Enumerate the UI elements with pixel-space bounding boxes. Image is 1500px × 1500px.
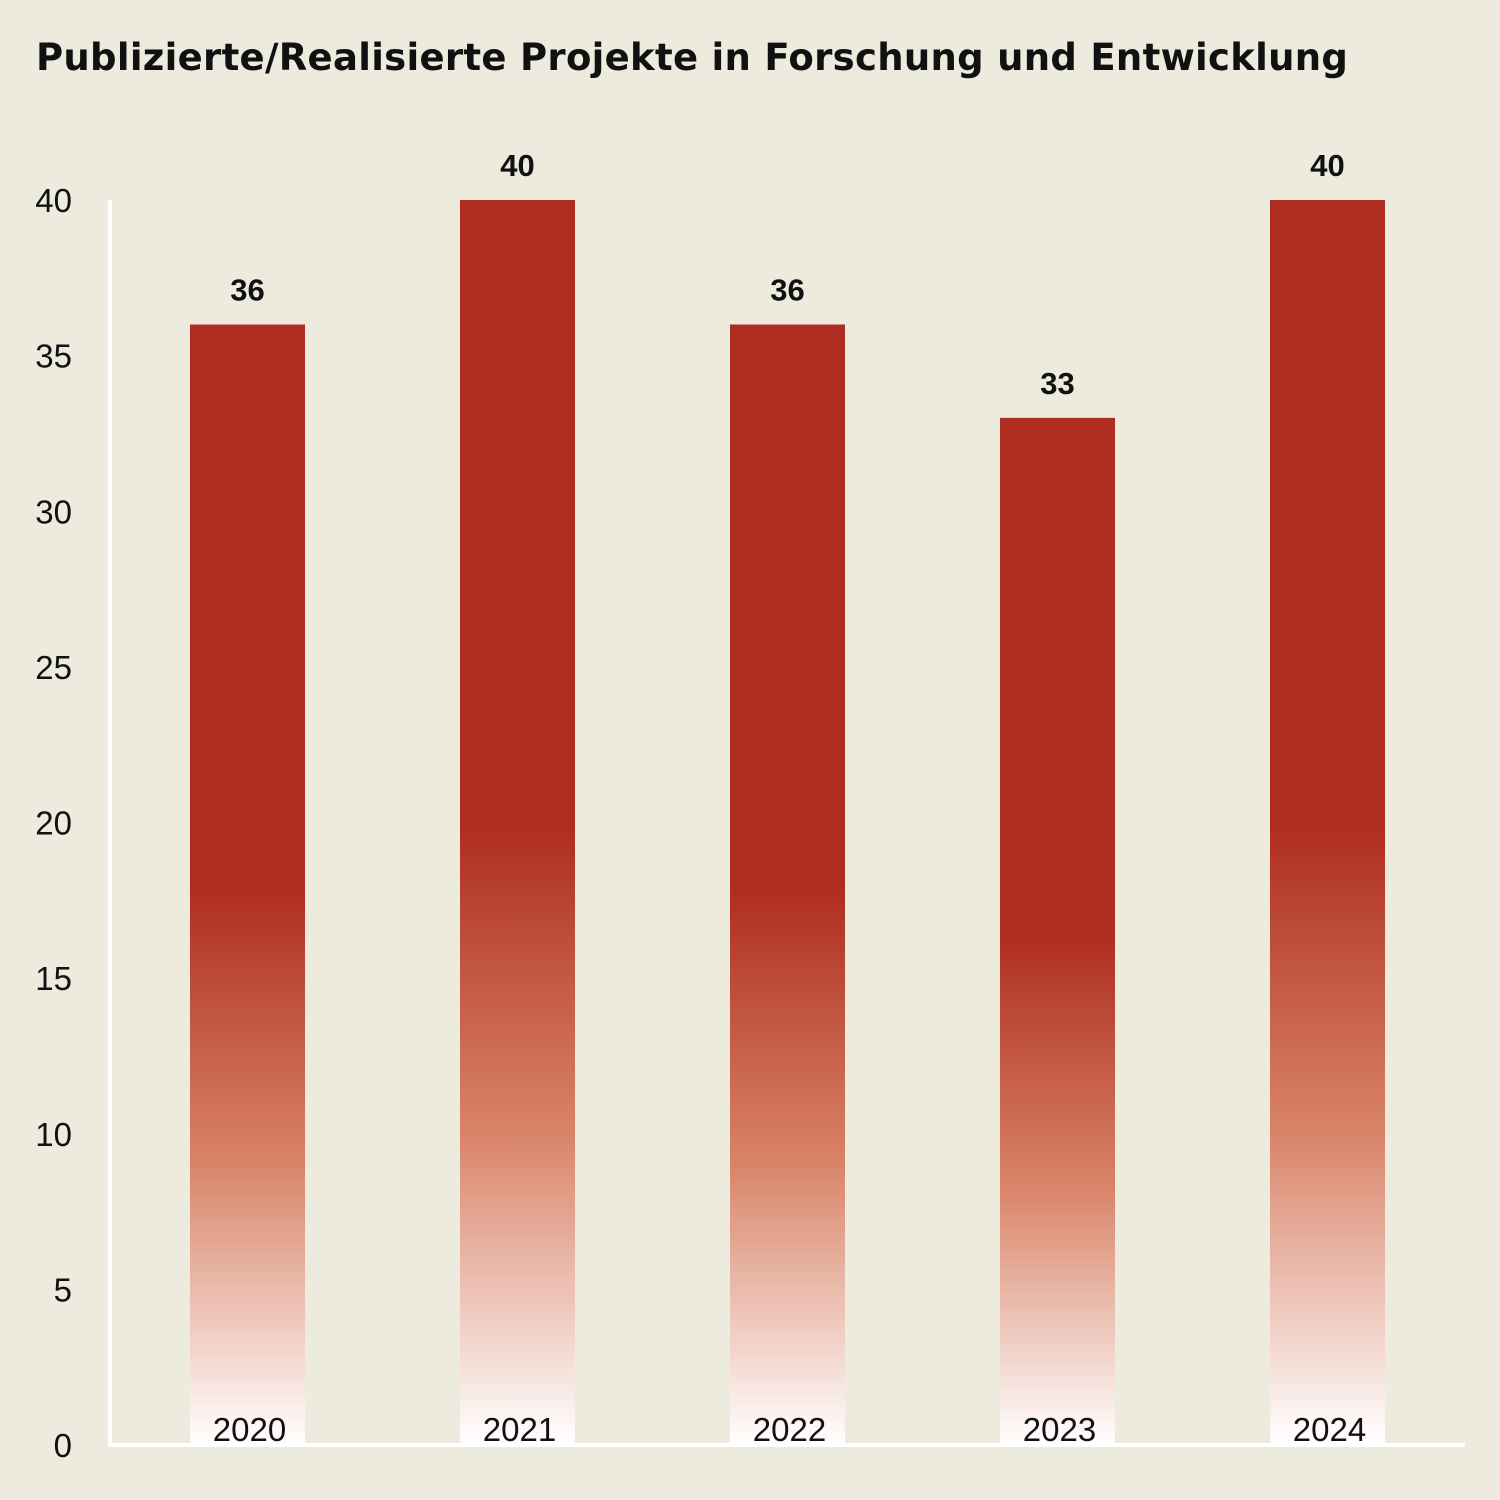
y-tick-label: 25: [35, 649, 72, 686]
y-tick-label: 30: [35, 493, 72, 530]
bar-2023: [1000, 417, 1115, 1445]
x-tick-label: 2023: [1023, 1411, 1096, 1448]
y-tick-label: 5: [54, 1271, 72, 1308]
bar-2024: [1270, 200, 1385, 1445]
bar-2020: [190, 324, 305, 1445]
data-label: 40: [500, 148, 534, 183]
data-label: 33: [1040, 366, 1074, 401]
x-tick-label: 2021: [483, 1411, 556, 1448]
data-label: 36: [770, 273, 804, 308]
x-tick-label: 2022: [753, 1411, 826, 1448]
y-tick-label: 40: [35, 182, 72, 219]
chart-title: Publizierte/Realisierte Projekte in Fors…: [36, 36, 1349, 79]
x-tick-label: 2024: [1293, 1411, 1366, 1448]
y-tick-label: 35: [35, 338, 72, 375]
y-tick-label: 10: [35, 1116, 72, 1153]
data-label: 36: [230, 273, 264, 308]
data-label: 40: [1310, 148, 1344, 183]
y-tick-label: 15: [35, 960, 72, 997]
y-tick-label: 20: [35, 805, 72, 842]
bar-2022: [730, 324, 845, 1445]
bar-2021: [460, 200, 575, 1445]
y-tick-label: 0: [54, 1427, 72, 1464]
x-tick-label: 2020: [213, 1411, 286, 1448]
